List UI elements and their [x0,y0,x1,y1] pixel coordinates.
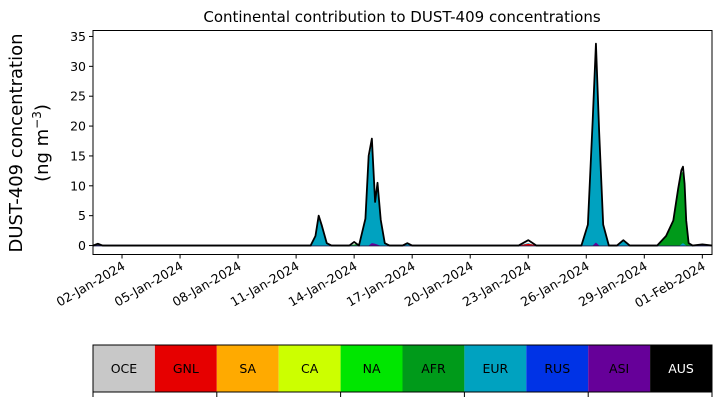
y-axis-label-unit-suffix: ) [32,104,53,111]
legend-swatch-rus [526,345,589,392]
legend-swatch-gnl [154,345,217,392]
legend-frame [92,344,713,393]
series-area-afr [349,170,693,246]
legend-label-eur: EUR [482,361,508,376]
legend-label-oce: OCE [111,361,138,376]
plot-frame [92,30,713,255]
series-area-eur [310,48,687,246]
y-axis-label-unit-exponent: −3 [30,111,44,129]
y-tick-label-5: 25 [70,89,86,104]
legend-label-asi: ASI [609,361,629,376]
y-axis: 0 5 10 15 20 25 30 35 [70,29,93,253]
total-outline [92,42,713,247]
y-axis-label-line2: (ng m−3) [30,104,53,182]
legend-label-sa: SA [239,361,256,376]
legend-label-gnl: GNL [173,361,199,376]
legend-swatch-afr [402,345,465,392]
legend-colorbar: OCE GNL SA CA NA AFR EUR RUS ASI AUS [92,344,713,397]
y-tick-label-6: 30 [70,59,86,74]
legend-label-aus: AUS [668,361,694,376]
x-axis: 02-Jan-202405-Jan-202408-Jan-202411-Jan-… [54,254,708,311]
legend-swatch-ca [278,345,341,392]
y-axis-label-unit-prefix: (ng m [32,129,53,182]
y-tick-label-3: 15 [70,148,86,163]
y-tick-label-1: 5 [78,208,86,223]
y-tick-label-7: 35 [70,29,86,44]
y-axis-label: DUST-409 concentration (ng m−3) [6,33,53,252]
legend-swatch-sa [216,345,279,392]
y-tick-label-0: 0 [78,238,86,253]
chart-title: Continental contribution to DUST-409 con… [203,8,600,26]
legend-swatch-aus [650,345,712,392]
legend-swatch-eur [464,345,527,392]
legend-swatch-na [340,345,403,392]
y-tick-label-4: 20 [70,119,86,134]
y-axis-label-line1: DUST-409 concentration [6,33,27,252]
series-area-gnl [518,243,538,246]
legend-label-afr: AFR [421,361,446,376]
legend-swatch-oce [93,345,155,392]
legend-label-rus: RUS [544,361,570,376]
plot-area [92,42,713,247]
legend-label-na: NA [363,361,381,376]
y-tick-label-2: 10 [70,178,86,193]
legend-swatch-asi [588,345,651,392]
legend-label-ca: CA [301,361,319,376]
